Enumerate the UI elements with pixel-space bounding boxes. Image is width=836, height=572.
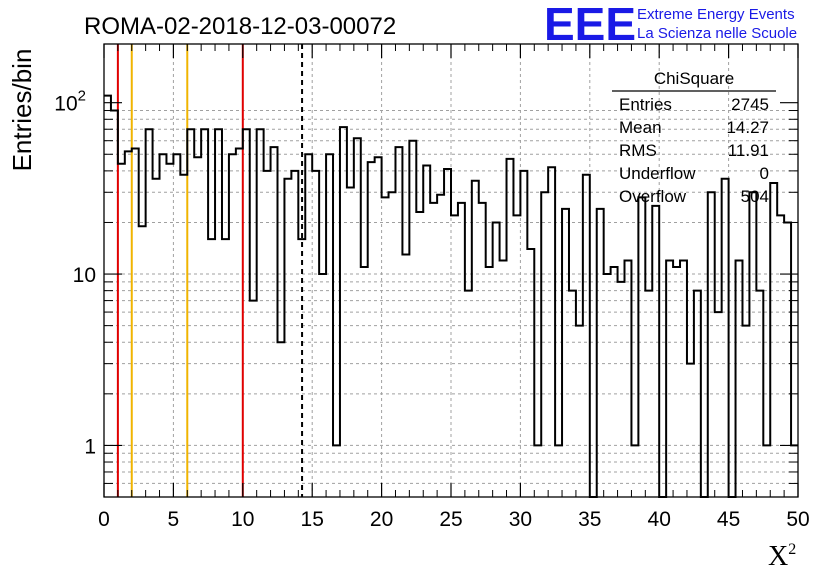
stats-value: 14.27 — [726, 118, 769, 137]
stats-label: Underflow — [619, 164, 696, 183]
eee-logo-line2: La Scienza nelle Scuole — [637, 25, 797, 42]
y-tick-label: 102 — [54, 88, 86, 116]
x-axis-label-superscript: 2 — [788, 541, 796, 558]
eee-logo-line1: Extreme Energy Events — [637, 6, 795, 23]
y-tick-label: 10 — [73, 264, 96, 287]
stats-label: Mean — [619, 118, 662, 137]
x-axis-label: X2 — [768, 541, 796, 572]
x-tick-label: 40 — [648, 508, 671, 531]
x-tick-label: 35 — [578, 508, 601, 531]
y-tick-label-superscript: 2 — [78, 88, 86, 105]
stats-value: 2745 — [731, 95, 769, 114]
x-tick-label: 0 — [98, 508, 110, 531]
stats-label: Overflow — [619, 187, 687, 206]
chart-title: ROMA-02-2018-12-03-00072 — [84, 13, 396, 40]
x-tick-label: 50 — [786, 508, 809, 531]
stats-box: ChiSquare Entries 2745 Mean 14.27 RMS 11.91 Un… — [612, 69, 776, 206]
x-tick-label: 45 — [717, 508, 740, 531]
y-tick-label-base: 10 — [73, 264, 96, 287]
y-tick-label: 1 — [84, 435, 96, 458]
y-axis-label: Entries/bin — [7, 49, 37, 172]
eee-logo-mark: EEE — [544, 0, 636, 50]
stats-label: RMS — [619, 141, 657, 160]
x-tick-label: 30 — [509, 508, 532, 531]
x-tick-label: 5 — [168, 508, 180, 531]
y-tick-label-base: 10 — [54, 93, 77, 116]
y-tick-label-base: 1 — [84, 435, 96, 458]
stats-value: 11.91 — [728, 141, 769, 160]
stats-label: Entries — [619, 95, 672, 114]
grid-layer — [104, 44, 798, 498]
stats-title: ChiSquare — [654, 69, 734, 88]
stats-value: 504 — [741, 187, 769, 206]
x-tick-label: 25 — [439, 508, 462, 531]
x-tick-label: 15 — [301, 508, 324, 531]
reference-lines — [116, 44, 304, 497]
x-tick-label: 20 — [370, 508, 393, 531]
x-tick-label: 10 — [231, 508, 254, 531]
stats-value: 0 — [760, 164, 769, 183]
histogram-series — [104, 94, 798, 498]
eee-logo: EEE Extreme Energy Events La Scienza nel… — [544, 0, 797, 50]
x-axis-label-base: X — [768, 541, 788, 572]
stats-rows: Entries 2745 Mean 14.27 RMS 11.91 Underflow 0 Ov… — [619, 95, 769, 206]
